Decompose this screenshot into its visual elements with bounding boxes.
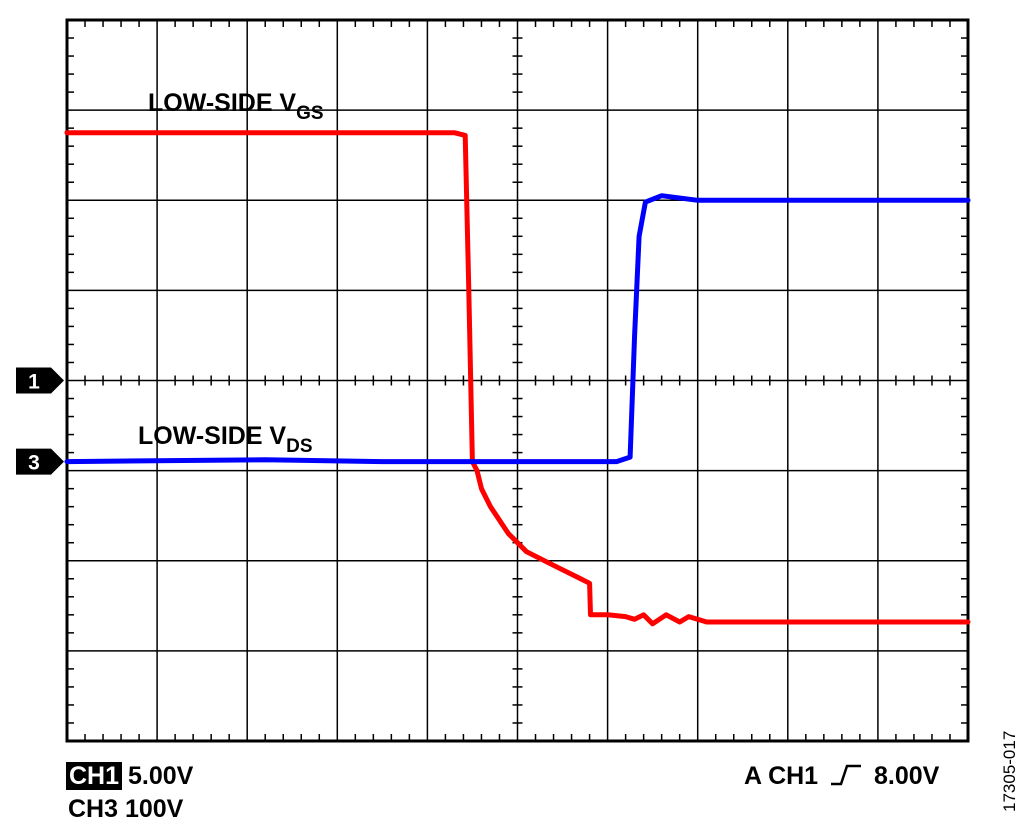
channel-markers: 13: [16, 367, 64, 475]
vgs-series-label: LOW-SIDE VGS: [148, 89, 324, 124]
trigger-source: A CH1: [744, 762, 819, 790]
ch1-scale: 5.00V: [128, 762, 194, 790]
trace-gs: [64, 130, 971, 627]
figure-id: 17305-017: [1000, 730, 1019, 812]
ch1-scale-readout: CH1 5.00V: [66, 762, 193, 791]
ch1-badge: CH1: [66, 762, 123, 790]
ch3-scale-readout: CH3 100V: [68, 795, 184, 823]
graticule: [65, 18, 970, 743]
trigger-level: 8.00V: [874, 762, 940, 790]
channel-1-label: 1: [28, 371, 40, 394]
channel-3-label: 3: [28, 452, 40, 475]
trace-layer: [64, 130, 971, 627]
vds-series-label: LOW-SIDE VDS: [138, 422, 313, 457]
channel-3-marker: [16, 448, 64, 475]
trace-ds: [64, 193, 971, 465]
channel-1-marker: [16, 367, 64, 394]
rising-edge-icon: [831, 764, 862, 786]
trigger-readout: A CH1 8.00V: [744, 762, 939, 791]
